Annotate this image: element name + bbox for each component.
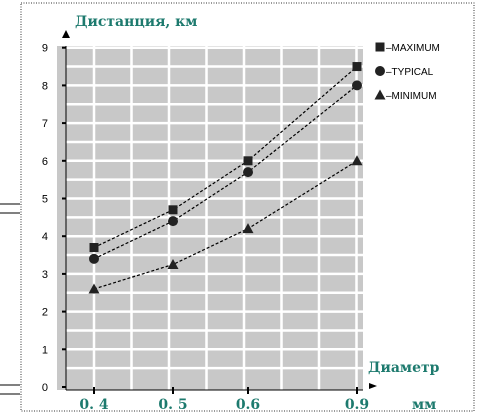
data-point-minimum (242, 223, 254, 234)
x-axis-unit: мм (412, 397, 436, 413)
y-tick-label: 9 (42, 43, 48, 55)
y-tick-label: 8 (42, 80, 48, 92)
x-tick-label: 0. 4 (79, 397, 108, 413)
data-point-typical (168, 216, 178, 227)
data-point-minimum (167, 258, 179, 269)
series-line-typical (93, 84, 358, 260)
y-ticks: 0 1 2 3 4 5 6 7 8 9 (42, 43, 66, 394)
data-point-minimum (88, 283, 100, 294)
y-tick-label: 3 (42, 269, 48, 281)
y-tick-label: 4 (42, 231, 48, 243)
y-axis-arrow (62, 30, 70, 38)
y-tick-label: 0 (42, 382, 48, 394)
legend-marker-minimum (374, 89, 386, 100)
y-tick-label: 1 (42, 344, 48, 356)
legend: –MAXIMUM –TYPICAL –MINIMUM (374, 42, 440, 102)
y-tick-label: 7 (42, 118, 48, 130)
legend-label-typical: –TYPICAL (386, 67, 434, 78)
x-axis-arrow (369, 383, 377, 389)
data-point-maximum (352, 62, 362, 72)
legend-label-minimum: –MINIMUM (386, 91, 437, 102)
x-tick-label: 0. 5 (158, 397, 187, 413)
data-point-maximum (89, 243, 99, 253)
series-line-maximum (93, 66, 358, 249)
series-line-minimum (93, 160, 358, 290)
series (88, 62, 363, 294)
chart-frame (20, 2, 475, 412)
data-point-minimum (351, 155, 363, 166)
legend-label-maximum: –MAXIMUM (386, 43, 440, 54)
y-tick-label: 2 (42, 307, 48, 319)
x-ticks: 0. 4 0. 5 0.6 0.9 (79, 387, 369, 413)
legend-marker-maximum (375, 42, 385, 52)
legend-marker-typical (375, 66, 385, 76)
data-point-maximum (243, 156, 253, 166)
y-tick-label: 6 (42, 156, 48, 168)
x-axis-title: Диаметр (368, 360, 440, 376)
y-axis-title: Дистанция, км (75, 14, 197, 30)
data-point-maximum (168, 205, 178, 215)
data-point-typical (243, 167, 253, 178)
y-tick-label: 5 (42, 194, 48, 206)
data-point-typical (352, 80, 362, 91)
x-tick-label: 0.6 (236, 397, 260, 413)
data-point-typical (89, 253, 99, 264)
x-tick-label: 0.9 (345, 397, 369, 413)
grid (66, 46, 363, 390)
